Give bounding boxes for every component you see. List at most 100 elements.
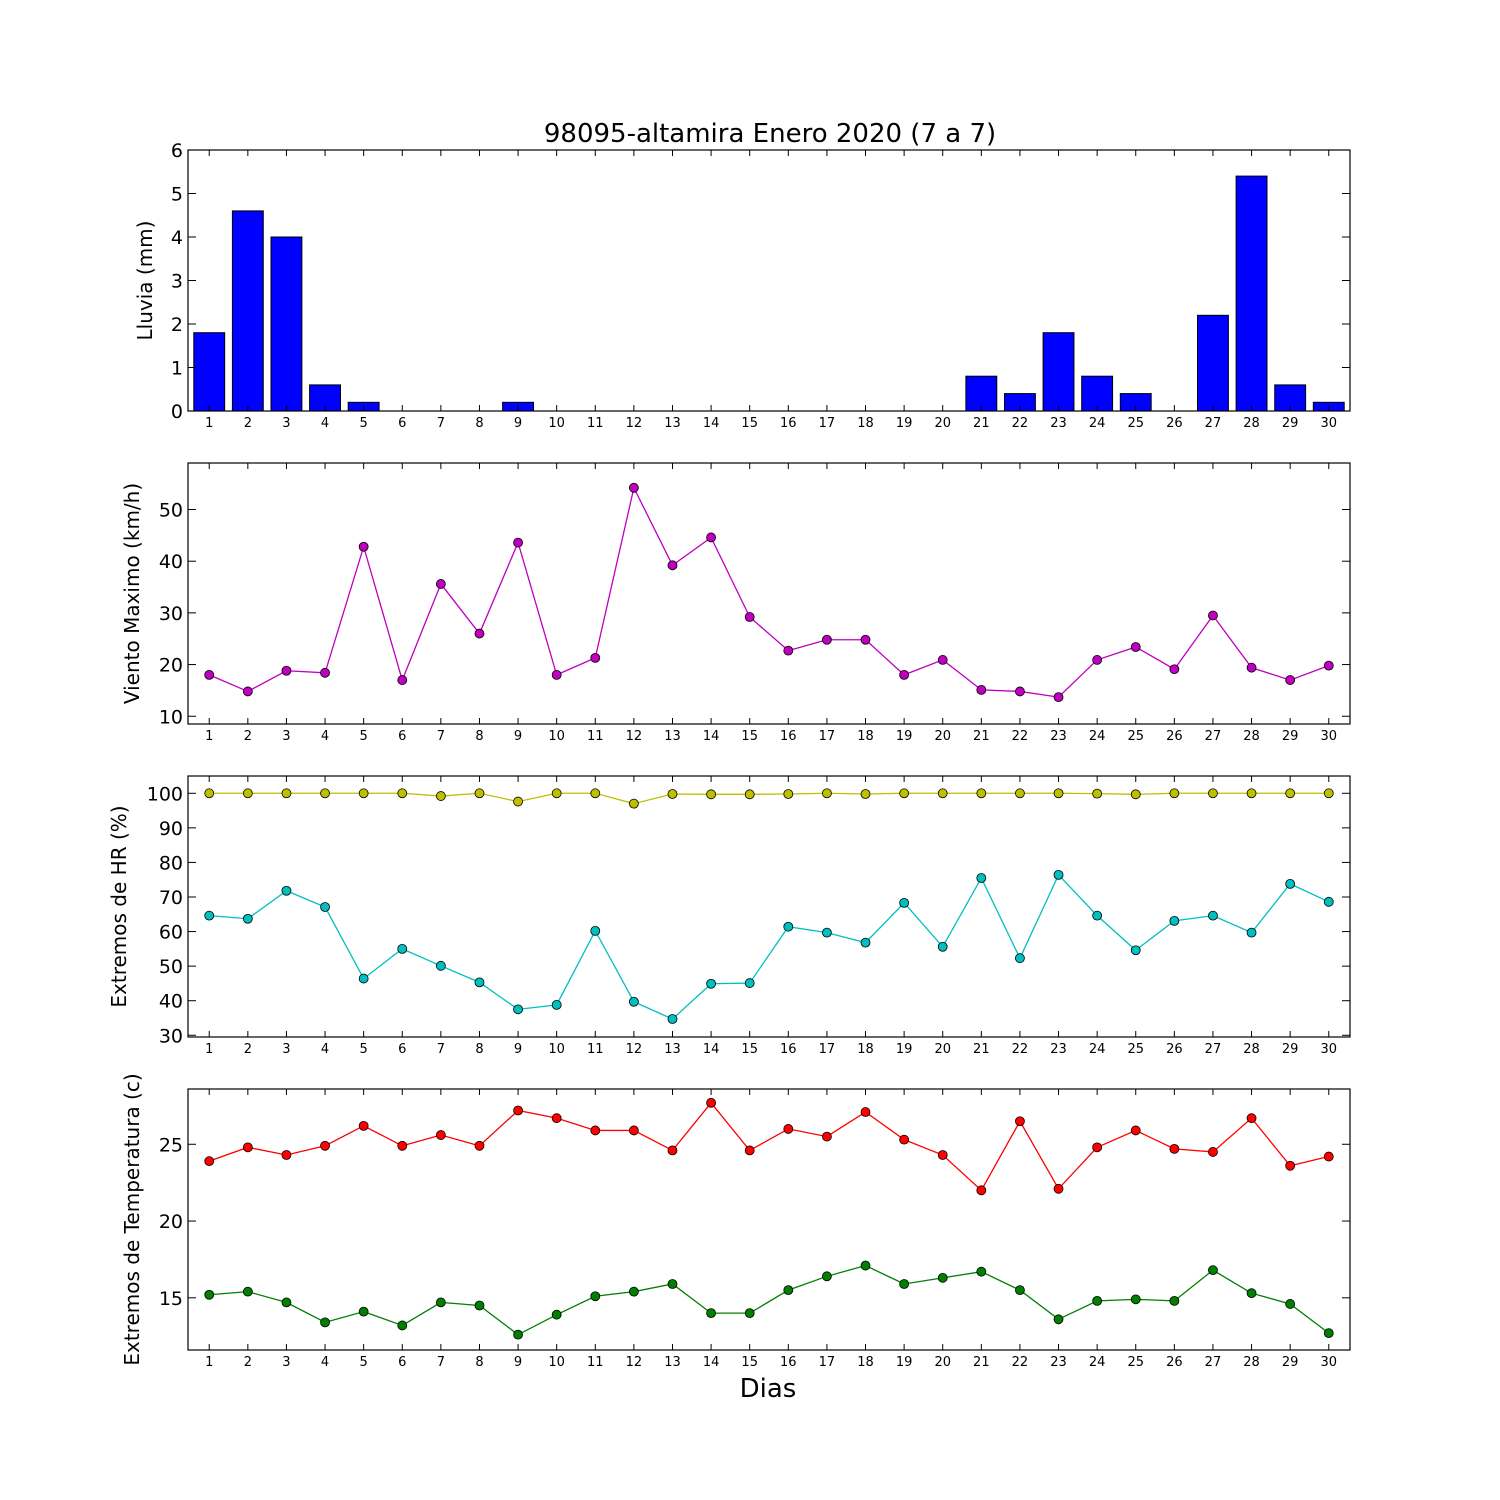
- series-1-point-day-16: [783, 789, 794, 799]
- series-1-point-day-1: [204, 670, 215, 680]
- x-tick-label: 10: [548, 1042, 565, 1057]
- series-2-point-day-20: [937, 941, 948, 952]
- series-1-point-day-27: [1208, 788, 1218, 799]
- x-tick-label: 16: [780, 1042, 797, 1057]
- x-tick-label: 26: [1166, 416, 1183, 431]
- y-tick-label: 4: [171, 227, 183, 249]
- series-1-point-day-3: [281, 788, 292, 799]
- series-1-point-day-30: [1323, 660, 1334, 671]
- series-1-point-day-9: [513, 796, 523, 807]
- series-2-point-day-13: [667, 1279, 678, 1289]
- series-1-point-day-18: [860, 789, 871, 799]
- x-tick-label: 14: [703, 1355, 720, 1370]
- series-1-point-day-21: [976, 1185, 987, 1196]
- series-1-point-day-4: [320, 788, 330, 799]
- x-tick-label: 4: [321, 1042, 329, 1057]
- series-1-point-day-21: [976, 788, 987, 799]
- series-1-point-day-27: [1208, 610, 1218, 621]
- x-tick-label: 12: [626, 1355, 643, 1370]
- x-tick-label: 29: [1282, 729, 1299, 744]
- x-tick-label: 3: [282, 1042, 290, 1057]
- chart-panel-4: 1 2 3 4 5 6 7 8 9 10 11 12 13 14 15 16 17 18 19 20 21 22 23 24 2…: [120, 1073, 1351, 1370]
- y-axis-label: Viento Maximo (km/h): [120, 483, 144, 704]
- series-1-point-day-13: [667, 789, 678, 799]
- series-2-point-day-8: [474, 977, 485, 988]
- x-tick-label: 26: [1166, 729, 1183, 744]
- series-1-point-day-19: [899, 1134, 910, 1145]
- series-2-point-day-11: [590, 1291, 601, 1302]
- series-1-point-day-15: [744, 1145, 755, 1156]
- y-tick-label: 1: [171, 358, 183, 380]
- y-tick-label: 10: [159, 706, 183, 728]
- series-1-point-day-23: [1053, 692, 1064, 703]
- x-tick-label: 18: [857, 729, 874, 744]
- x-tick-label: 25: [1127, 416, 1144, 431]
- series-2-point-day-14: [706, 978, 716, 989]
- y-tick-label: 5: [171, 184, 183, 206]
- x-tick-label: 30: [1320, 416, 1337, 431]
- x-tick-label: 28: [1243, 729, 1260, 744]
- x-tick-label: 17: [819, 1355, 836, 1370]
- series-1-point-day-28: [1246, 662, 1257, 673]
- x-tick-label: 21: [973, 416, 990, 431]
- series-2-point-day-30: [1323, 896, 1334, 907]
- x-tick-label: 18: [857, 1042, 874, 1057]
- series-1-point-day-25: [1130, 1125, 1141, 1136]
- y-tick-label: 2: [171, 314, 183, 336]
- x-tick-label: 24: [1089, 1355, 1106, 1370]
- x-tick-label: 20: [934, 416, 951, 431]
- x-tick-label: 24: [1089, 729, 1106, 744]
- series-1-point-day-4: [320, 1140, 330, 1151]
- x-tick-label: 9: [514, 1355, 522, 1370]
- x-tick-label: 21: [973, 1355, 990, 1370]
- x-tick-label: 16: [780, 416, 797, 431]
- series-1-point-day-12: [628, 482, 639, 493]
- y-tick-label: 40: [159, 551, 183, 573]
- x-tick-label: 20: [934, 1042, 951, 1057]
- series-2-point-day-25: [1130, 945, 1141, 956]
- series-1-point-day-25: [1130, 642, 1141, 652]
- x-tick-label: 15: [741, 1042, 758, 1057]
- x-tick-label: 9: [514, 416, 522, 431]
- series-1-point-day-13: [667, 560, 678, 571]
- series-1-point-day-8: [474, 1140, 485, 1151]
- series-2-point-day-30: [1323, 1328, 1334, 1339]
- series-2-point-day-26: [1169, 915, 1180, 926]
- x-tick-label: 28: [1243, 1355, 1260, 1370]
- series-1-point-day-23: [1053, 788, 1064, 799]
- x-tick-label: 2: [244, 1355, 252, 1370]
- series-1-point-day-17: [822, 634, 832, 645]
- x-tick-label: 12: [626, 729, 643, 744]
- series-2-point-day-9: [513, 1004, 523, 1015]
- plot-frame: [187, 775, 1351, 1038]
- series-1-point-day-6: [397, 1140, 408, 1151]
- series-2-point-day-22: [1015, 1285, 1025, 1296]
- x-tick-label: 5: [360, 1355, 368, 1370]
- series-1-point-day-5: [358, 541, 369, 552]
- x-tick-label: 2: [244, 729, 252, 744]
- x-tick-label: 4: [321, 729, 329, 744]
- x-tick-label: 2: [244, 416, 252, 431]
- series-2-point-day-27: [1208, 910, 1218, 921]
- x-tick-label: 23: [1050, 729, 1067, 744]
- series-1-point-day-11: [590, 652, 601, 663]
- series-2-point-day-2: [242, 913, 253, 924]
- series-2-point-day-21: [976, 1266, 987, 1277]
- x-tick-label: 11: [587, 1355, 604, 1370]
- y-tick-label: 20: [159, 655, 183, 677]
- series-2-line: [209, 1264, 1330, 1336]
- series-2-point-day-8: [474, 1300, 485, 1311]
- x-tick-label: 7: [437, 416, 445, 431]
- x-tick-label: 27: [1205, 416, 1222, 431]
- x-tick-label: 25: [1127, 1042, 1144, 1057]
- bar-day-27: [1197, 314, 1229, 412]
- x-tick-label: 17: [819, 729, 836, 744]
- x-tick-label: 30: [1320, 729, 1337, 744]
- bar-day-23: [1042, 332, 1075, 412]
- x-tick-label: 13: [664, 416, 681, 431]
- series-1-point-day-22: [1015, 1116, 1025, 1127]
- x-tick-label: 24: [1089, 416, 1106, 431]
- x-tick-label: 26: [1166, 1042, 1183, 1057]
- x-tick-label: 11: [587, 1042, 604, 1057]
